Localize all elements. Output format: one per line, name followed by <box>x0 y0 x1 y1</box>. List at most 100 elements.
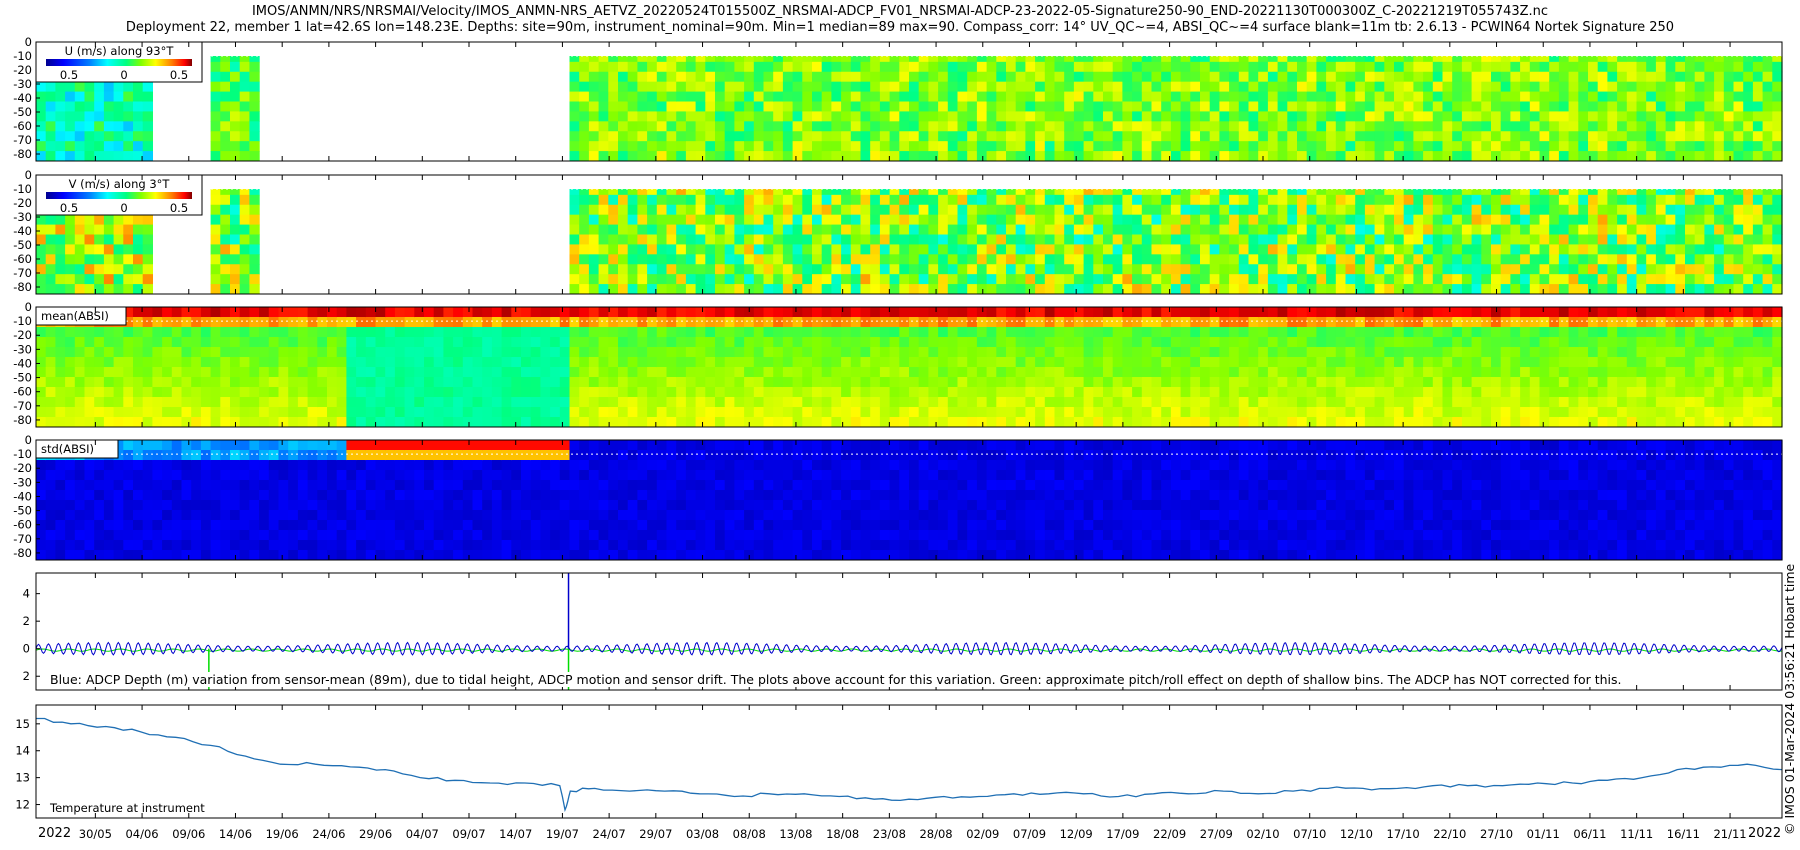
heatmap-cell <box>1549 264 1560 275</box>
heatmap-cell <box>812 131 823 142</box>
heatmap-cell <box>909 56 920 63</box>
heatmap-cell <box>647 407 658 418</box>
heatmap-cell <box>1558 91 1570 102</box>
heatmap-cell <box>1044 81 1056 93</box>
heatmap-cell <box>1306 377 1317 388</box>
heatmap-cell <box>1655 131 1667 142</box>
heatmap-cell <box>1083 234 1094 245</box>
heatmap-cell <box>1646 264 1657 275</box>
heatmap-cell <box>1597 189 1608 196</box>
heatmap-cell <box>1054 244 1065 255</box>
heatmap-cell <box>1549 71 1560 83</box>
heatmap-cell <box>65 274 76 285</box>
heatmap-cell <box>1326 224 1337 235</box>
heatmap-cell <box>821 274 832 285</box>
heatmap-cell <box>1520 284 1531 295</box>
heatmap-cell <box>850 151 862 162</box>
heatmap-cell <box>1151 81 1162 93</box>
heatmap-cell <box>45 254 56 265</box>
heatmap-cell <box>1335 254 1347 265</box>
heatmap-cell <box>1675 234 1686 245</box>
heatmap-cell <box>288 377 299 388</box>
heatmap-cell <box>482 377 493 388</box>
heatmap-cell <box>1326 317 1337 328</box>
heatmap-cell <box>1141 417 1153 428</box>
heatmap-cell <box>336 307 347 318</box>
heatmap-cell <box>938 81 949 93</box>
heatmap-cell <box>1529 274 1541 285</box>
heatmap-cell <box>1442 214 1453 226</box>
heatmap-cell <box>899 377 910 388</box>
heatmap-cell <box>1287 337 1298 348</box>
heatmap-cell <box>1510 141 1521 152</box>
heatmap-cell <box>899 214 910 226</box>
heatmap-cell <box>870 234 881 245</box>
heatmap-cell <box>947 337 959 348</box>
heatmap-cell <box>909 131 920 142</box>
heatmap-cell <box>1200 121 1211 132</box>
heatmap-cell <box>1170 337 1182 348</box>
heatmap-cell <box>1267 347 1279 358</box>
heatmap-cell <box>705 317 716 328</box>
heatmap-cell <box>1248 367 1259 378</box>
heatmap-cell <box>191 367 202 378</box>
heatmap-cell <box>918 71 929 83</box>
heatmap-cell <box>1539 214 1550 226</box>
heatmap-cell <box>938 387 949 398</box>
heatmap-cell <box>598 224 609 235</box>
heatmap-cell <box>1316 284 1327 295</box>
heatmap-cell <box>375 307 386 318</box>
heatmap-cell <box>986 407 997 418</box>
heatmap-cell <box>637 194 648 206</box>
heatmap-cell <box>1403 244 1414 255</box>
heatmap-cell <box>1093 81 1104 93</box>
heatmap-cell <box>1491 91 1502 102</box>
heatmap-cell <box>802 254 813 265</box>
heatmap-cell <box>1316 387 1327 398</box>
heatmap-cell <box>404 397 415 408</box>
heatmap-cell <box>123 347 134 358</box>
heatmap-cell <box>1471 111 1482 122</box>
heatmap-cell <box>1403 71 1414 83</box>
heatmap-cell <box>1025 214 1036 226</box>
heatmap-cell <box>133 337 144 348</box>
heatmap-cell <box>705 244 716 255</box>
heatmap-cell <box>753 214 765 226</box>
heatmap-cell <box>1287 254 1298 265</box>
heatmap-cell <box>1093 101 1104 112</box>
heatmap-cell <box>1035 264 1046 275</box>
heatmap-cell <box>1345 71 1356 83</box>
heatmap-cell <box>569 264 580 275</box>
heatmap-cell <box>1180 367 1191 378</box>
heatmap-cell <box>1432 224 1444 235</box>
heatmap-cell <box>1403 274 1414 285</box>
heatmap-cell <box>1752 81 1764 93</box>
heatmap-cell <box>1132 387 1143 398</box>
heatmap-cell <box>1384 189 1395 196</box>
heatmap-cell <box>1277 307 1288 318</box>
heatmap-cell <box>627 189 638 196</box>
heatmap-cell <box>327 307 338 318</box>
heatmap-cell <box>996 254 1007 265</box>
heatmap-cell <box>482 397 493 408</box>
heatmap-cell <box>627 254 638 265</box>
heatmap-cell <box>1180 121 1191 132</box>
heatmap-cell <box>1646 254 1657 265</box>
heatmap-cell <box>1219 357 1230 368</box>
heatmap-cell <box>1452 91 1463 102</box>
heatmap-cell <box>976 234 988 245</box>
heatmap-cell <box>802 224 813 235</box>
heatmap-cell <box>142 284 153 295</box>
heatmap-cell <box>1384 131 1395 142</box>
heatmap-cell <box>1442 56 1453 63</box>
heatmap-cell <box>249 367 260 378</box>
heatmap-cell <box>569 407 580 418</box>
heatmap-cell <box>1025 194 1036 206</box>
heatmap-cell <box>1714 61 1725 73</box>
heatmap-cell <box>1258 377 1269 388</box>
heatmap-cell <box>695 61 706 73</box>
heatmap-cell <box>1772 81 1783 93</box>
heatmap-cell <box>627 377 638 388</box>
heatmap-cell <box>1568 141 1579 152</box>
heatmap-cell <box>1112 81 1123 93</box>
